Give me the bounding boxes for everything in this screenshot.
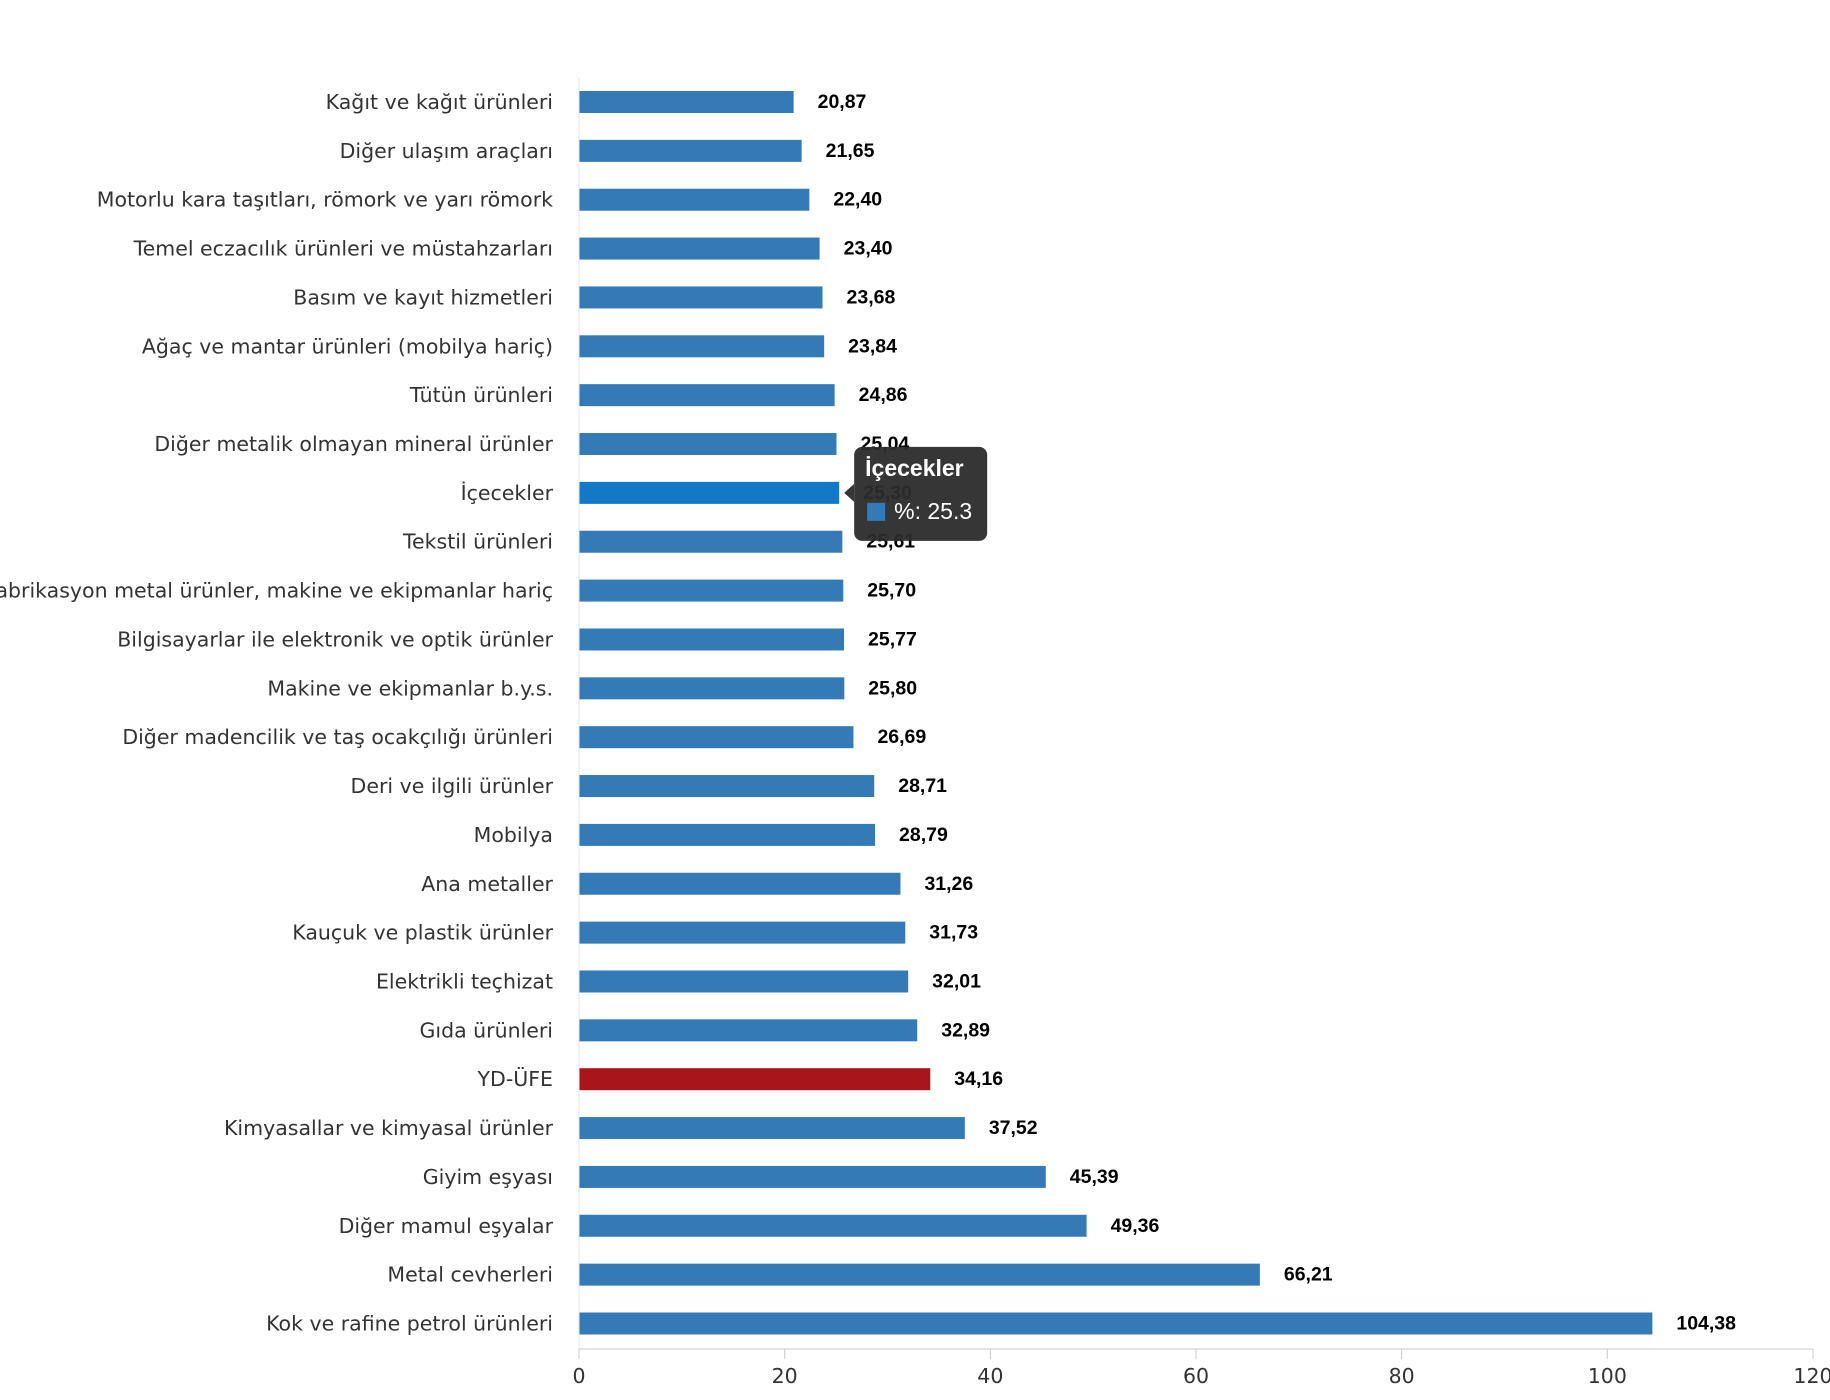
x-tick-label: 20 xyxy=(772,1364,798,1388)
category-label: Diğer ulaşım araçları xyxy=(340,139,553,163)
bar-kok-ve-rafine-petrol-urunleri[interactable] xyxy=(579,1312,1653,1335)
data-label: 32,01 xyxy=(932,970,981,992)
data-label: 66,21 xyxy=(1284,1264,1333,1286)
bar-gida-urunleri[interactable] xyxy=(579,1019,918,1042)
bar-yd-ufe[interactable] xyxy=(579,1068,931,1091)
x-tick-label: 80 xyxy=(1389,1364,1415,1388)
category-label: Metal cevherleri xyxy=(387,1263,553,1287)
data-label: 24,86 xyxy=(859,384,908,406)
bar-icecekler[interactable] xyxy=(579,481,840,504)
category-label: Basım ve kayıt hizmetleri xyxy=(293,285,553,309)
x-tick-label: 60 xyxy=(1183,1364,1209,1388)
data-label: 23,68 xyxy=(847,286,896,308)
data-label: 28,79 xyxy=(899,824,948,846)
data-label: 25,77 xyxy=(868,628,917,650)
category-label: Giyim eşyası xyxy=(423,1165,553,1189)
category-label: Gıda ürünleri xyxy=(419,1018,553,1042)
category-label: İçecekler xyxy=(461,480,554,505)
category-label: Kağıt ve kağıt ürünleri xyxy=(326,90,553,114)
category-label: Tütün ürünleri xyxy=(409,383,553,407)
bar-kimyasallar-ve-kimyasal-urunler[interactable] xyxy=(579,1117,965,1140)
category-label: Temel eczacılık ürünleri ve müstahzarlar… xyxy=(133,237,553,261)
category-label: Fabrikasyon metal ürünler, makine ve eki… xyxy=(0,579,553,603)
bar-tekstil-urunleri[interactable] xyxy=(579,530,843,553)
x-tick-label: 120 xyxy=(1793,1364,1830,1388)
bar-tutun-urunleri[interactable] xyxy=(579,384,835,407)
bar-makine-ve-ekipmanlar-b-y-s[interactable] xyxy=(579,677,845,700)
data-label: 25,80 xyxy=(868,677,917,699)
data-label: 25,70 xyxy=(867,580,916,602)
tooltip-pointer xyxy=(844,483,855,502)
category-label: Kauçuk ve plastik ürünler xyxy=(292,921,553,945)
category-label: Diğer madencilik ve taş ocakçılığı ürünl… xyxy=(122,725,553,749)
bar-deri-ve-ilgili-urunler[interactable] xyxy=(579,775,875,798)
x-tick-label: 0 xyxy=(572,1364,585,1388)
bar-kagit-ve-kagit-urunleri[interactable] xyxy=(579,91,794,113)
category-label: Ağaç ve mantar ürünleri (mobilya hariç) xyxy=(142,334,553,358)
data-label: 31,73 xyxy=(929,922,978,944)
value-labels: 20,8721,6522,4023,4023,6823,8424,8625,04… xyxy=(818,91,1737,1335)
bar-diger-ulasim-araclari[interactable] xyxy=(579,139,802,162)
category-label: Ana metaller xyxy=(421,872,553,896)
tooltip-swatch xyxy=(867,502,886,521)
bar-kaucuk-ve-plastik-urunler[interactable] xyxy=(579,921,906,944)
bar-ana-metaller[interactable] xyxy=(579,872,901,895)
bar-diger-madencilik-ve-tas-ocakciligi-urunleri[interactable] xyxy=(579,726,854,749)
bar-fabrikasyon-metal-urunler-makine-ve-ekipmanlar-haric[interactable] xyxy=(579,579,844,602)
category-label: Diğer metalik olmayan mineral ürünler xyxy=(154,432,553,456)
data-label: 20,87 xyxy=(818,91,867,113)
bar-agac-ve-mantar-urunleri-mobilya-haric[interactable] xyxy=(579,335,825,358)
bar-giyim-esyasi[interactable] xyxy=(579,1165,1046,1188)
category-labels: Kağıt ve kağıt ürünleri Diğer ulaşım araç… xyxy=(0,90,554,1336)
data-label: 26,69 xyxy=(877,726,926,748)
category-label: Bilgisayarlar ile elektronik ve optik ür… xyxy=(117,627,553,651)
tooltip-value: %: 25.3 xyxy=(894,498,972,524)
data-label: 49,36 xyxy=(1111,1215,1160,1237)
data-label: 45,39 xyxy=(1070,1166,1119,1188)
data-label: 104,38 xyxy=(1676,1313,1736,1335)
data-label: 28,71 xyxy=(898,775,947,797)
bar-bilgisayarlar-ile-elektronik-ve-optik-urunler[interactable] xyxy=(579,628,845,651)
category-label: Makine ve ekipmanlar b.y.s. xyxy=(267,676,553,700)
bar-diger-metalik-olmayan-mineral-urunler[interactable] xyxy=(579,433,837,456)
category-label: Tekstil ürünleri xyxy=(402,530,553,554)
x-tick-label: 40 xyxy=(977,1364,1003,1388)
bar-basim-ve-kayit-hizmetleri[interactable] xyxy=(579,286,823,309)
x-tick-label: 100 xyxy=(1588,1364,1627,1388)
data-label: 32,89 xyxy=(941,1019,990,1041)
tooltip: İçecekler %: 25.3 xyxy=(844,446,988,541)
bar-temel-eczacilik-urunleri-ve-mustahzarlari[interactable] xyxy=(579,237,820,260)
data-label: 37,52 xyxy=(989,1117,1038,1139)
data-label: 23,84 xyxy=(848,335,897,357)
bar-mobilya[interactable] xyxy=(579,823,876,846)
category-label: Mobilya xyxy=(474,823,553,847)
tooltip-box: İçecekler %: 25.3 xyxy=(844,446,988,541)
data-label: 34,16 xyxy=(954,1068,1003,1090)
x-axis: 0 20 40 60 80 100 120 xyxy=(572,78,1830,1388)
tooltip-background xyxy=(854,446,988,541)
bar-metal-cevherleri[interactable] xyxy=(579,1263,1260,1286)
category-label: Kimyasallar ve kimyasal ürünler xyxy=(224,1116,554,1140)
data-label: 21,65 xyxy=(826,140,875,162)
category-label: Kok ve rafine petrol ürünleri xyxy=(266,1312,553,1336)
category-label: Deri ve ilgili ürünler xyxy=(351,774,554,798)
data-label: 22,40 xyxy=(833,189,882,211)
tooltip-title: İçecekler xyxy=(865,455,964,481)
bar-diger-mamul-esyalar[interactable] xyxy=(579,1214,1087,1237)
category-label: YD-ÜFE xyxy=(477,1066,553,1091)
data-label: 31,26 xyxy=(924,873,973,895)
category-label: Motorlu kara taşıtları, römork ve yarı r… xyxy=(97,188,553,212)
category-label: Diğer mamul eşyalar xyxy=(339,1214,554,1238)
data-label: 23,40 xyxy=(844,238,893,260)
bar-motorlu-kara-tasitlari-romork-ve-yari-romork[interactable] xyxy=(579,188,810,211)
category-label: Elektrikli teçhizat xyxy=(376,969,553,993)
bar-elektrikli-techizat[interactable] xyxy=(579,970,909,993)
bars-layer xyxy=(579,91,1653,1335)
